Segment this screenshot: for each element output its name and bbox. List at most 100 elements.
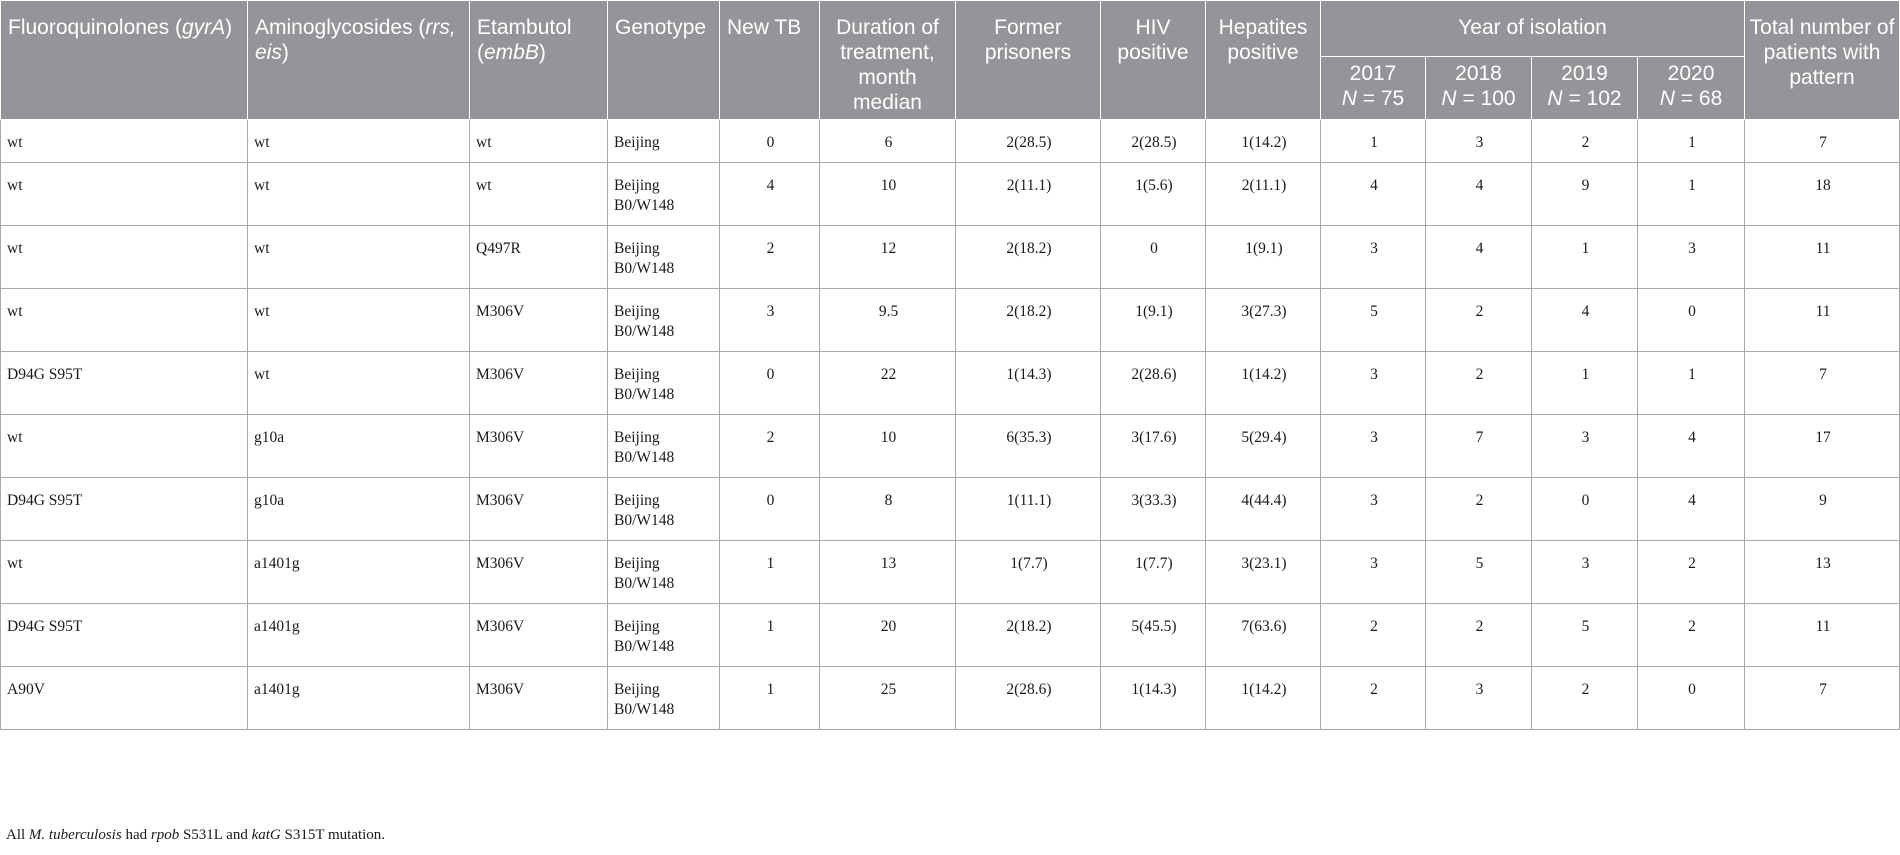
header-former-prisoners: Former prisoners (955, 0, 1101, 120)
cell-etambutol: M306V (469, 540, 608, 604)
cell-duration: 10 (819, 414, 956, 478)
cell-genotype: Beijing B0/W148 (607, 225, 720, 289)
cell-year-2018: 7 (1425, 414, 1532, 478)
cell-hepatites-positive: 1(14.2) (1205, 119, 1321, 163)
cell-aminoglycosides: wt (247, 225, 470, 289)
cell-duration: 9.5 (819, 288, 956, 352)
cell-genotype: Beijing B0/W148 (607, 540, 720, 604)
header-year-2017: 2017 N = 75 (1320, 56, 1426, 120)
cell-year-2018: 2 (1425, 603, 1532, 667)
cell-hiv-positive: 3(33.3) (1100, 477, 1206, 541)
cell-year-2020: 2 (1636, 603, 1746, 667)
cell-genotype: Beijing (607, 119, 720, 163)
cell-fluoroquinolones: D94G S95T (0, 477, 248, 541)
cell-total-patients: 7 (1744, 351, 1900, 415)
cell-duration: 25 (819, 666, 956, 730)
cell-aminoglycosides: g10a (247, 477, 470, 541)
cell-hepatites-positive: 7(63.6) (1205, 603, 1321, 667)
cell-year-2018: 2 (1425, 288, 1532, 352)
cell-year-2019: 5 (1531, 603, 1638, 667)
cell-year-2018: 2 (1425, 477, 1532, 541)
cell-etambutol: M306V (469, 414, 608, 478)
cell-duration: 20 (819, 603, 956, 667)
cell-hiv-positive: 0 (1100, 225, 1206, 289)
cell-former-prisoners: 1(7.7) (955, 540, 1101, 604)
header-year-2019: 2019 N = 102 (1531, 56, 1638, 120)
cell-year-2019: 3 (1531, 414, 1638, 478)
table-row: wt wt wt Beijing 0 6 2(28.5) 2(28.5) 1(14.2) 1 3 2 1… (0, 119, 1900, 163)
table-row: wt wt M306V Beijing B0/W148 3 9.5 2(18.2) 1(9.1)… (0, 288, 1900, 352)
cell-genotype: Beijing B0/W148 (607, 414, 720, 478)
cell-hiv-positive: 1(14.3) (1100, 666, 1206, 730)
cell-year-2020: 1 (1636, 351, 1746, 415)
cell-hepatites-positive: 4(44.4) (1205, 477, 1321, 541)
cell-hiv-positive: 1(7.7) (1100, 540, 1206, 604)
cell-new-tb: 0 (719, 477, 820, 541)
cell-year-2017: 3 (1320, 540, 1426, 604)
cell-aminoglycosides: a1401g (247, 540, 470, 604)
cell-fluoroquinolones: A90V (0, 666, 248, 730)
table-body: wt wt wt Beijing 0 6 2(28.5) 2(28.5) 1(14.2) 1 3 2 1… (0, 119, 1900, 730)
header-hiv-positive: HIV positive (1100, 0, 1206, 120)
cell-etambutol: M306V (469, 288, 608, 352)
cell-year-2018: 3 (1425, 119, 1532, 163)
cell-hepatites-positive: 2(11.1) (1205, 162, 1321, 226)
header-aminoglycosides: Aminoglycosides (rrs, eis) (247, 0, 470, 120)
header-genotype: Genotype (607, 0, 720, 120)
cell-new-tb: 1 (719, 666, 820, 730)
table-row: wt wt wt Beijing B0/W148 4 10 2(11.1) 1(5.6) 2(11… (0, 162, 1900, 226)
cell-new-tb: 2 (719, 414, 820, 478)
cell-year-2019: 9 (1531, 162, 1638, 226)
cell-new-tb: 3 (719, 288, 820, 352)
cell-new-tb: 1 (719, 603, 820, 667)
cell-former-prisoners: 1(11.1) (955, 477, 1101, 541)
header-year-2020: 2020 N = 68 (1636, 56, 1746, 120)
header-fluoroquinolones-gene: gyrA (181, 16, 226, 39)
cell-genotype: Beijing B0/W148 (607, 477, 720, 541)
cell-duration: 6 (819, 119, 956, 163)
cell-fluoroquinolones: D94G S95T (0, 351, 248, 415)
cell-year-2017: 3 (1320, 477, 1426, 541)
cell-hiv-positive: 1(5.6) (1100, 162, 1206, 226)
cell-fluoroquinolones: wt (0, 119, 248, 163)
cell-year-2019: 4 (1531, 288, 1638, 352)
header-row: Fluoroquinolones (gyrA) Aminoglycosides … (0, 0, 1900, 120)
header-aminoglycosides-gene: rrs, eis (255, 16, 456, 64)
cell-etambutol: M306V (469, 477, 608, 541)
cell-year-2017: 5 (1320, 288, 1426, 352)
cell-year-2020: 3 (1636, 225, 1746, 289)
cell-new-tb: 0 (719, 119, 820, 163)
header-etambutol: Etambutol (embB) (469, 0, 608, 120)
header-new-tb: New TB (719, 0, 820, 120)
cell-year-2017: 2 (1320, 603, 1426, 667)
cell-year-2017: 1 (1320, 119, 1426, 163)
cell-former-prisoners: 2(28.5) (955, 119, 1101, 163)
cell-total-patients: 11 (1744, 225, 1900, 289)
cell-total-patients: 17 (1744, 414, 1900, 478)
cell-aminoglycosides: wt (247, 351, 470, 415)
header-etambutol-gene: embB (484, 41, 539, 64)
cell-hepatites-positive: 1(14.2) (1205, 666, 1321, 730)
cell-year-2018: 2 (1425, 351, 1532, 415)
cell-hiv-positive: 2(28.5) (1100, 119, 1206, 163)
cell-new-tb: 4 (719, 162, 820, 226)
subheader-row: 2017 N = 75 2018 N = 100 2019 N = 102 2020 N… (1, 56, 1900, 120)
cell-fluoroquinolones: wt (0, 414, 248, 478)
cell-hiv-positive: 1(9.1) (1100, 288, 1206, 352)
cell-total-patients: 11 (1744, 288, 1900, 352)
cell-aminoglycosides: wt (247, 162, 470, 226)
cell-former-prisoners: 2(28.6) (955, 666, 1101, 730)
cell-year-2020: 4 (1636, 414, 1746, 478)
header-hepatites-positive: Hepatites positive (1205, 0, 1321, 120)
cell-former-prisoners: 2(18.2) (955, 225, 1101, 289)
table-row: D94G S95T g10a M306V Beijing B0/W148 0 8 1(11.1… (0, 477, 1900, 541)
cell-hepatites-positive: 1(9.1) (1205, 225, 1321, 289)
cell-etambutol: M306V (469, 603, 608, 667)
table-row: wt g10a M306V Beijing B0/W148 2 10 6(35.3) 3(17.… (0, 414, 1900, 478)
cell-year-2018: 4 (1425, 225, 1532, 289)
cell-hepatites-positive: 3(27.3) (1205, 288, 1321, 352)
cell-etambutol: M306V (469, 666, 608, 730)
cell-year-2017: 3 (1320, 225, 1426, 289)
cell-fluoroquinolones: wt (0, 288, 248, 352)
cell-year-2019: 3 (1531, 540, 1638, 604)
